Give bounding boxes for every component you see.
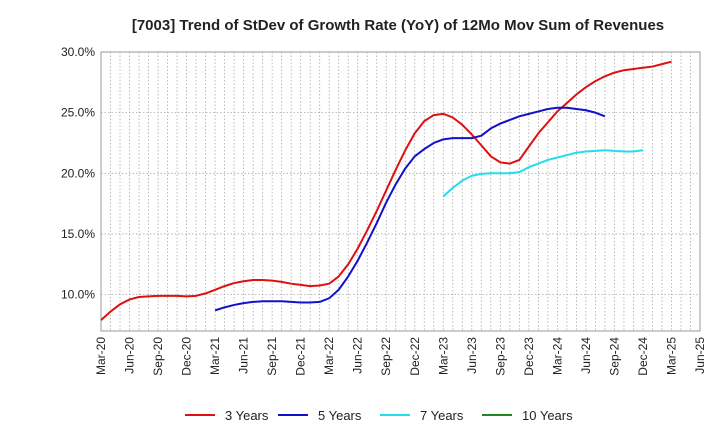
x-tick-label: Mar-20 [94, 337, 108, 375]
x-tick-label: Mar-23 [436, 337, 450, 375]
chart-title: [7003] Trend of StDev of Growth Rate (Yo… [132, 17, 664, 34]
legend-item-3-years-label: 3 Years [225, 408, 269, 423]
legend-item-10-years-label: 10 Years [522, 408, 573, 423]
x-tick-label: Mar-25 [664, 337, 678, 375]
x-tick-label: Jun-24 [579, 337, 593, 374]
plot-area-frame [100, 51, 701, 332]
series-line-7-years [442, 149, 644, 198]
series-line-3-years [100, 60, 672, 321]
series-line-5-years [214, 106, 606, 312]
x-tick-label: Sep-20 [151, 337, 165, 376]
x-tick-label: Dec-20 [180, 337, 194, 376]
x-tick-label: Mar-24 [550, 337, 564, 375]
series-lines [100, 60, 672, 321]
x-tick-label: Jun-23 [465, 337, 479, 374]
x-tick-label: Jun-22 [351, 337, 365, 374]
y-tick-label: 10.0% [61, 288, 95, 302]
x-tick-label: Mar-21 [208, 337, 222, 375]
x-tick-label: Dec-23 [522, 337, 536, 376]
y-tick-label: 20.0% [61, 166, 95, 180]
x-tick-label: Sep-24 [607, 337, 621, 376]
legend-item-7-years-label: 7 Years [420, 408, 464, 423]
x-tick-label: Sep-23 [493, 337, 507, 376]
y-axis-ticks: 10.0% 15.0% 20.0% 25.0% 30.0% [61, 45, 95, 302]
x-axis-ticks: Mar-20 Jun-20 Sep-20 Dec-20 Mar-21 Jun-21 Sep-… [94, 337, 707, 376]
x-tick-label: Mar-22 [322, 337, 336, 375]
x-tick-label: Sep-21 [265, 337, 279, 376]
x-tick-label: Dec-22 [408, 337, 422, 376]
x-tick-label: Jun-20 [123, 337, 137, 374]
y-tick-label: 15.0% [61, 227, 95, 241]
y-tick-label: 30.0% [61, 45, 95, 59]
y-tick-label: 25.0% [61, 106, 95, 120]
x-tick-label: Jun-21 [237, 337, 251, 374]
x-tick-label: Dec-24 [636, 337, 650, 376]
x-tick-label: Dec-21 [294, 337, 308, 376]
legend-item-5-years-label: 5 Years [318, 408, 362, 423]
legend: 3 Years 5 Years 7 Years 10 Years [185, 408, 573, 423]
x-tick-label: Sep-22 [379, 337, 393, 376]
grid-lines [101, 51, 700, 331]
x-tick-label: Jun-25 [693, 337, 707, 374]
